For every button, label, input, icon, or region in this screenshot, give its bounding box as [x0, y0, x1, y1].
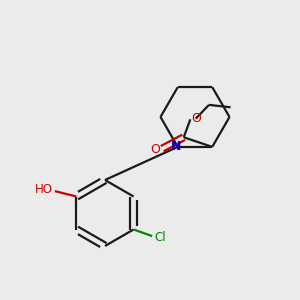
Text: O: O: [191, 112, 201, 124]
Text: N: N: [171, 140, 181, 153]
Text: HO: HO: [35, 183, 53, 196]
Text: O: O: [151, 143, 160, 156]
Text: Cl: Cl: [154, 231, 166, 244]
